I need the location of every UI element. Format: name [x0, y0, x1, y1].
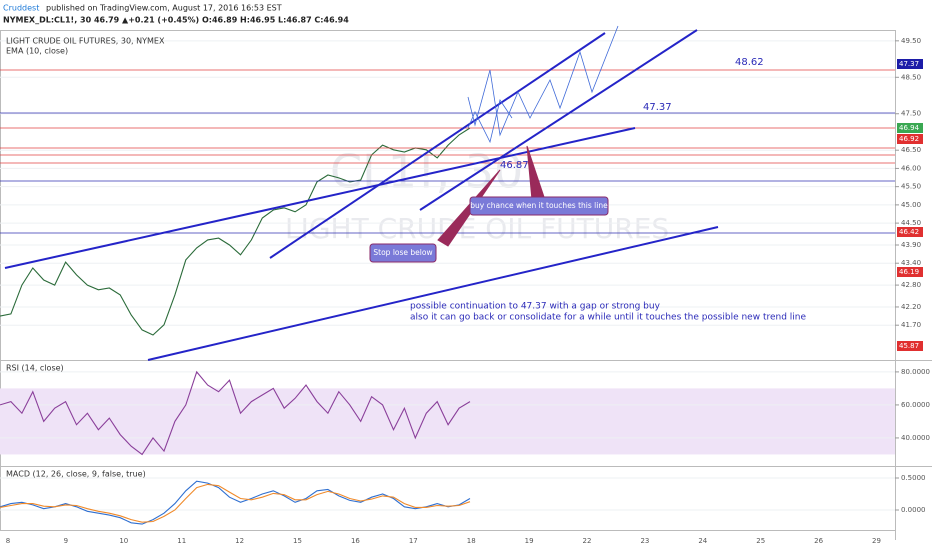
x-tick-label: 9	[64, 537, 68, 545]
quote: NYMEX_DL:CL1!, 30 46.79 ▲+0.21 (+0.45%) …	[3, 16, 349, 25]
x-tick-label: 11	[177, 537, 186, 545]
price-badge-label: 46.42	[899, 228, 919, 236]
drawings	[0, 25, 895, 361]
y-tick-label: 42.80	[901, 281, 921, 289]
y-tick-label: 43.40	[901, 259, 921, 267]
price-badge-label: 46.92	[899, 135, 919, 143]
series-line	[0, 480, 471, 525]
x-tick-label: 19	[525, 537, 534, 545]
x-tick-label: 12	[235, 537, 244, 545]
rsi-band	[0, 388, 895, 455]
y-tick-label: 60.0000	[901, 401, 930, 409]
y-tick-label: 44.50	[901, 219, 921, 227]
pane-subtitle: EMA (10, close)	[6, 47, 68, 56]
series-line	[0, 483, 471, 523]
price-badge	[897, 59, 923, 69]
y-tick-label: 42.20	[901, 303, 921, 311]
level-label: 47.37	[643, 102, 672, 113]
price-badge-label: 45.87	[899, 342, 919, 350]
x-tick-label: 10	[119, 537, 128, 545]
price-badge	[897, 134, 923, 144]
y-tick-label: 49.50	[901, 37, 921, 45]
projection-arrows	[467, 25, 619, 137]
y-tick-label: 46.50	[901, 146, 921, 154]
x-tick-label: 26	[814, 537, 823, 545]
trend-line	[269, 32, 606, 259]
projection-arrows	[467, 99, 513, 144]
x-tick-label: 23	[640, 537, 649, 545]
price-badge-label: 46.19	[899, 268, 919, 276]
trend-line	[4, 127, 636, 269]
y-tick-label: 40.0000	[901, 434, 930, 442]
callout-box	[469, 196, 609, 216]
comment: possible continuation to 47.37 with a ga…	[410, 302, 661, 312]
author[interactable]: Cruddest	[3, 4, 39, 13]
y-tick-label: 45.00	[901, 201, 921, 209]
x-tick-label: 25	[756, 537, 765, 545]
trend-line	[147, 226, 719, 361]
pane-title: MACD (12, 26, close, 9, false, true)	[6, 470, 146, 479]
x-tick-label: 29	[872, 537, 881, 545]
pane-title: LIGHT CRUDE OIL FUTURES, 30, NYMEX	[6, 37, 165, 46]
y-tick-label: 43.90	[901, 241, 921, 249]
callout-text: buy chance when it touches this line	[470, 201, 608, 210]
watermark-name: LIGHT CRUDE OIL FUTURES	[285, 212, 669, 245]
y-tick-label: 47.50	[901, 110, 921, 118]
y-tick-label: 80.0000	[901, 368, 930, 376]
price-badge	[897, 341, 923, 351]
x-tick-label: 24	[698, 537, 707, 545]
callout-box	[369, 243, 437, 263]
price-badge-label: 46.94	[899, 124, 920, 132]
series-line	[0, 370, 471, 456]
x-tick-label: 15	[293, 537, 302, 545]
price-badge	[897, 123, 923, 133]
trend-line	[419, 29, 698, 211]
callout-text: Stop lose below	[373, 248, 432, 257]
x-tick-label: 8	[6, 537, 10, 545]
x-tick-label: 18	[467, 537, 476, 545]
published: published on TradingView.com, August 17,…	[46, 4, 282, 13]
series-line	[0, 127, 471, 336]
price-badge	[897, 267, 923, 277]
price-badge	[897, 227, 923, 237]
x-tick-label: 22	[583, 537, 592, 545]
y-tick-label: 46.00	[901, 164, 921, 172]
pane-title: RSI (14, close)	[6, 364, 64, 373]
x-tick-label: 16	[351, 537, 360, 545]
level-label: 48.62	[735, 57, 764, 68]
y-tick-label: 0.0000	[901, 506, 926, 514]
comment: also it can go back or consolidate for a…	[410, 313, 806, 323]
level-label: 46.87	[500, 160, 529, 171]
y-tick-label: 45.50	[901, 183, 921, 191]
y-tick-label: 48.50	[901, 73, 921, 81]
y-tick-label: 41.70	[901, 321, 921, 329]
y-tick-label: 0.5000	[901, 474, 926, 482]
price-badge-label: 47.37	[899, 60, 919, 68]
x-tick-label: 17	[409, 537, 418, 545]
